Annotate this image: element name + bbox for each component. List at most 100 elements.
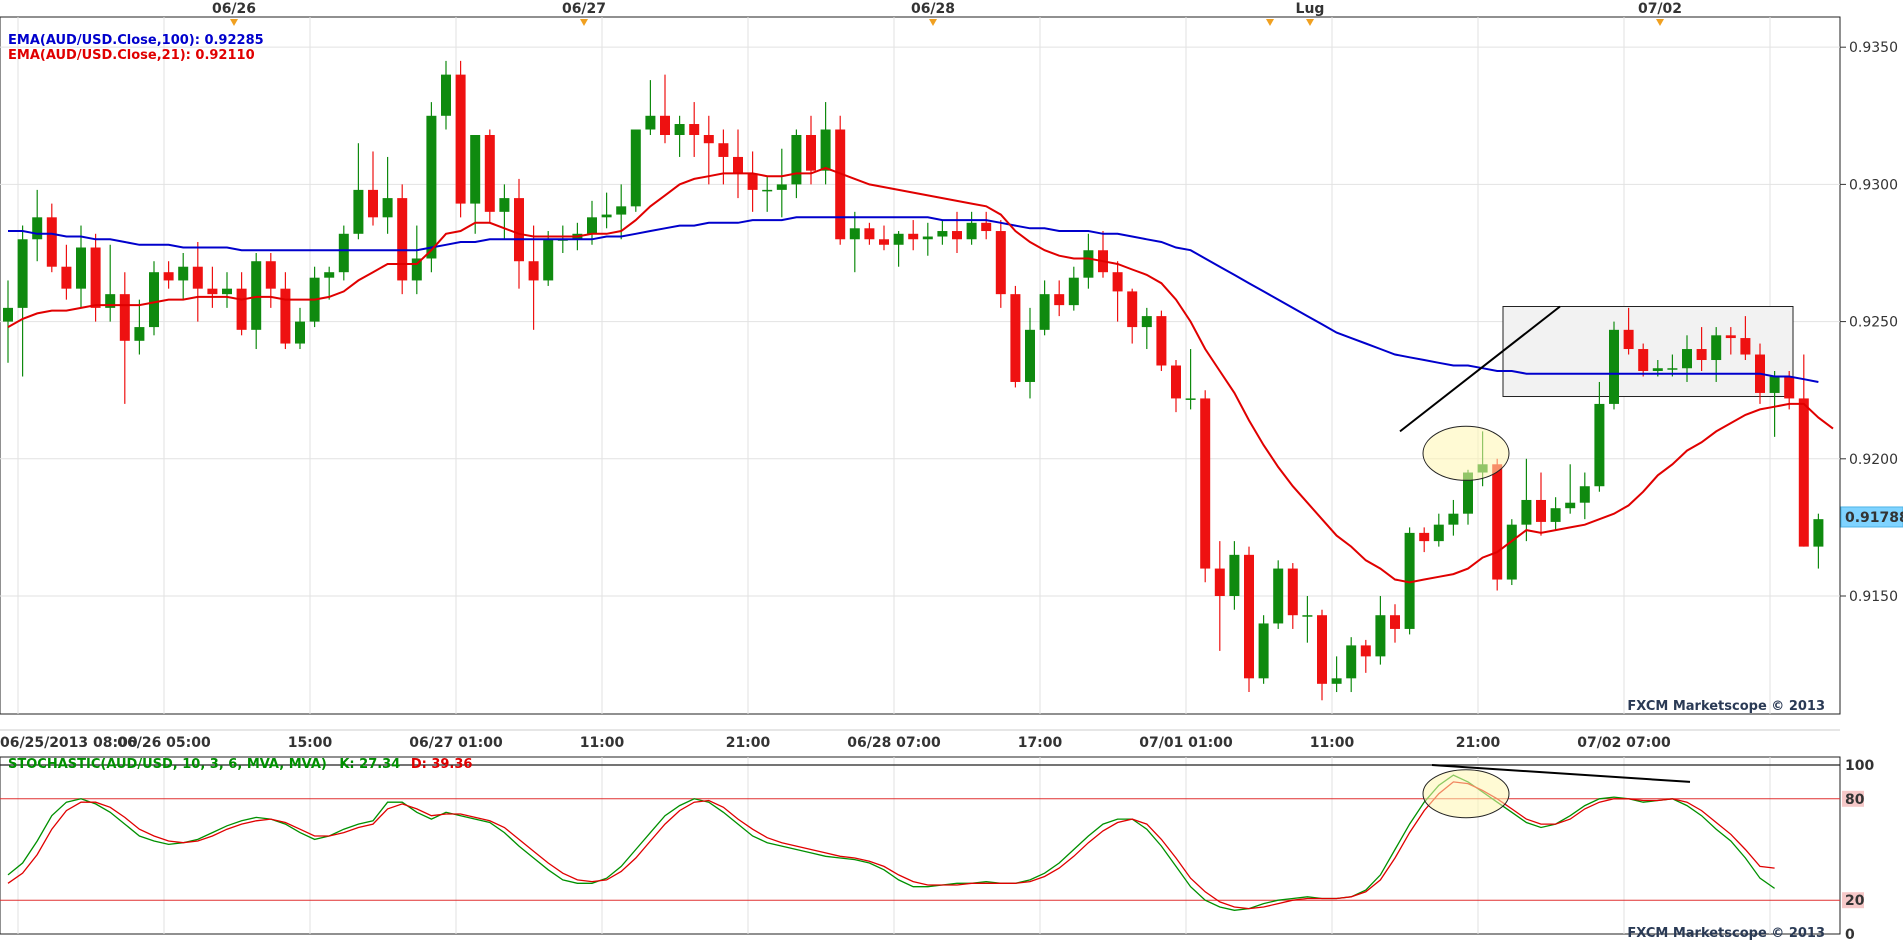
candle-body [703, 134, 714, 144]
candle-body [660, 115, 670, 135]
stochastic-level-badge [1842, 892, 1864, 909]
candle-body [1171, 365, 1181, 399]
date-marker-triangle [1656, 19, 1664, 26]
candle-body [499, 198, 510, 212]
candle-body [1054, 294, 1065, 306]
candle-body [1594, 403, 1605, 487]
candle-body [981, 222, 992, 232]
candle-body [806, 134, 816, 171]
time-tick-label: 17:00 [1018, 735, 1063, 751]
candle-body [1346, 645, 1357, 679]
stochastic-annotations [1422, 764, 1691, 819]
candle-body [922, 236, 933, 240]
candle-body [995, 231, 1006, 295]
candle-body [1609, 329, 1619, 404]
candle-body [747, 173, 758, 190]
time-tick-label: 21:00 [1456, 735, 1501, 751]
candle-body [1141, 316, 1152, 328]
candle-body [1433, 524, 1444, 542]
candle-body [776, 184, 787, 190]
date-marker-triangle [230, 19, 238, 26]
candle-body [134, 327, 145, 341]
candle-body [411, 258, 422, 281]
candle-body [893, 233, 904, 245]
candle-body [864, 228, 875, 240]
candle-body [338, 233, 349, 273]
candle-body [368, 189, 378, 218]
candle-body [514, 198, 524, 262]
time-tick-label: 06/27 01:00 [409, 735, 503, 751]
price-tick-label: 0.9150 [1849, 589, 1898, 605]
candle-body [1302, 615, 1313, 617]
date-marker-label: 06/26 [212, 1, 256, 17]
date-marker-label: 06/27 [562, 1, 606, 17]
date-marker-triangle [1306, 19, 1314, 26]
stochastic-tick-label: 0 [1845, 927, 1855, 940]
candle-body [528, 261, 539, 281]
price-tick-label: 0.9350 [1849, 40, 1898, 56]
candle-body [1448, 513, 1459, 525]
candle-body [1287, 568, 1298, 616]
stochastic-grid [0, 757, 1840, 934]
candle-body [587, 217, 597, 234]
price-tick-label: 0.9250 [1849, 315, 1898, 331]
time-tick-label: 11:00 [1310, 735, 1355, 751]
candle-body [1083, 250, 1094, 278]
candle-body [236, 288, 247, 330]
date-marker-label: 06/28 [911, 1, 955, 17]
candle-body [1331, 678, 1342, 684]
candle-body [645, 115, 656, 130]
candle-body [149, 272, 159, 328]
candle-body [251, 261, 262, 330]
candle-body [3, 307, 13, 322]
candle-body [1536, 499, 1546, 522]
candle-body [178, 266, 189, 281]
stochastic-watermark: FXCM Marketscope © 2013 [1627, 926, 1825, 940]
candle-body [382, 198, 393, 218]
candle-body [762, 189, 773, 192]
candle-body [1550, 508, 1561, 522]
ema100-line [8, 216, 1819, 383]
candle-body [1068, 277, 1079, 306]
candle-body [1492, 464, 1503, 580]
candle-body [1200, 398, 1211, 569]
stochastic-title: STOCHASTIC(AUD/USD, 10, 3, 6, MVA, MVA) … [8, 757, 472, 772]
candle-body [849, 228, 860, 240]
stochastic-panel: 100 80 20 0 STOCHASTIC(AUD/USD, 10, 3, 6, M… [0, 756, 1874, 940]
stochastic-plot-frame [0, 756, 1841, 935]
candle-body [61, 266, 72, 289]
date-marker-triangle [580, 19, 588, 26]
candle-body [952, 231, 962, 240]
candle-body [455, 74, 466, 204]
price-grid [0, 17, 1840, 714]
time-tick-label: 07/01 01:00 [1139, 735, 1233, 751]
legend-ema100: EMA(AUD/USD.Close,100): 0.92285 [8, 33, 264, 48]
time-tick-label: 06/26 05:00 [117, 735, 211, 751]
stochastic-tick-label: 20 [1845, 893, 1865, 909]
candle-body [733, 156, 743, 174]
candle-body [1258, 623, 1269, 679]
date-marker-label: Lug [1296, 1, 1325, 17]
candle-body [1273, 568, 1284, 624]
price-tick-label: 0.9300 [1849, 177, 1898, 193]
time-tick-label: 11:00 [580, 735, 625, 751]
candle-body [1390, 615, 1400, 629]
candle-body [295, 321, 305, 344]
candle-body [397, 198, 408, 281]
candle-body [879, 239, 889, 245]
time-tick-label: 06/28 07:00 [847, 735, 941, 751]
last-price-label: 0.91788 [1845, 510, 1903, 526]
candle-body [1579, 486, 1590, 503]
stochastic-title-text: STOCHASTIC(AUD/USD, 10, 3, 6, MVA, MVA) [8, 757, 327, 772]
candle-body [76, 247, 86, 289]
candle-body [1769, 376, 1780, 393]
candle-body [1229, 554, 1240, 597]
date-marker-label: 07/02 [1638, 1, 1682, 17]
candle-body [1360, 645, 1371, 657]
candle-body [908, 233, 919, 240]
candle-body [835, 129, 846, 240]
candle-body [674, 124, 685, 135]
ema-lines [7, 166, 1834, 584]
date-marker-triangle [929, 19, 937, 26]
